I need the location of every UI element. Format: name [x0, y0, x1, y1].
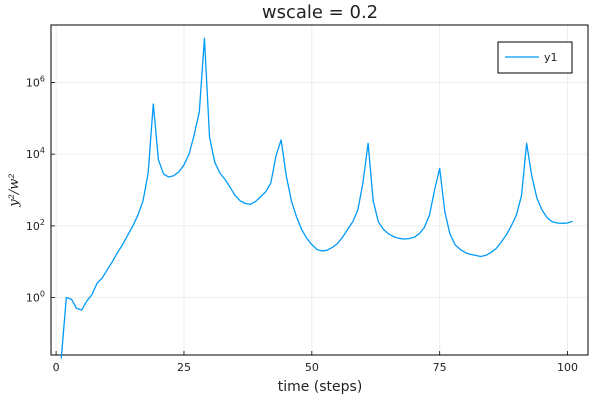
x-tick-label: 0	[53, 361, 60, 374]
axis-ticks: 0 25 50 75 100 100 102 104 106	[26, 74, 578, 374]
chart-title: wscale = 0.2	[262, 2, 378, 23]
y-axis-title: y²/w²	[7, 173, 22, 207]
x-tick-label: 100	[557, 361, 578, 374]
grid-lines	[51, 25, 588, 355]
x-axis-title: time (steps)	[278, 379, 363, 395]
series-line-y1	[60, 37, 573, 359]
plot-frame	[50, 24, 589, 356]
x-tick-label: 75	[433, 361, 447, 374]
legend-label-y1: y1	[544, 51, 558, 64]
legend: y1	[497, 41, 573, 74]
y-tick-label: 104	[26, 146, 45, 161]
y-tick-label: 102	[26, 218, 45, 233]
y-tick-label: 106	[26, 74, 45, 89]
y-tick-label: 100	[26, 290, 45, 305]
x-tick-label: 25	[177, 361, 191, 374]
series-lines	[60, 37, 573, 359]
x-tick-label: 50	[305, 361, 319, 374]
